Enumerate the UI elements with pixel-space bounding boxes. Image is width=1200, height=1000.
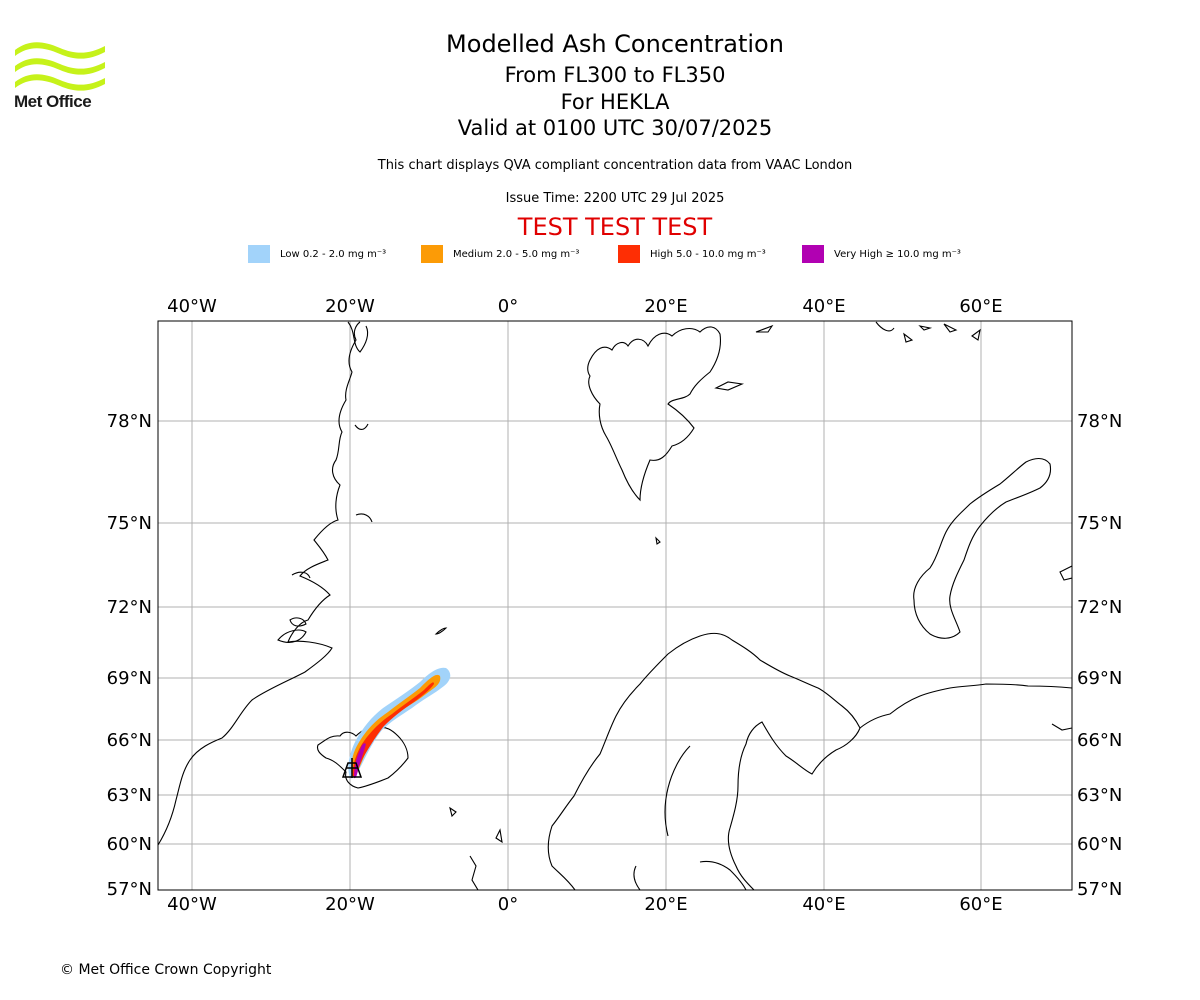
greenland-coast (158, 321, 361, 846)
lon-label: 20°W (325, 296, 375, 317)
legend-swatch-low (248, 245, 270, 263)
lat-label: 78°N (107, 411, 152, 432)
logo-wordmark: Met Office (14, 92, 92, 111)
legend-item-high: High 5.0 - 10.0 mg m⁻³ (618, 244, 766, 264)
lat-label: 78°N (1077, 411, 1122, 432)
lat-label: 75°N (1077, 513, 1122, 534)
lon-label: 0° (498, 296, 518, 317)
lon-label: 20°E (644, 894, 687, 915)
ash-plume (348, 667, 451, 779)
chart-title: Modelled Ash Concentration (446, 30, 784, 58)
lat-label: 69°N (1077, 668, 1122, 689)
lat-label: 72°N (107, 597, 152, 618)
lat-label: 72°N (1077, 597, 1122, 618)
svalbard-coast (587, 326, 722, 502)
lon-label: 40°W (167, 296, 217, 317)
ash-low (348, 667, 451, 779)
iceland-coast (316, 726, 409, 789)
lat-label: 66°N (1077, 730, 1122, 751)
lon-labels-top: 40°W 20°W 0° 20°E 40°E 60°E (167, 296, 1002, 317)
graticule (158, 321, 1072, 890)
lon-label: 20°E (644, 296, 687, 317)
test-banner: TEST TEST TEST (517, 213, 713, 241)
map-frame (157, 320, 1073, 891)
lat-label: 57°N (1077, 879, 1122, 900)
flight-level-range: From FL300 to FL350 (504, 63, 726, 87)
legend-item-medium: Medium 2.0 - 5.0 mg m⁻³ (421, 244, 579, 264)
legend-swatch-high (618, 245, 640, 263)
lon-label: 0° (498, 894, 518, 915)
lon-labels-bottom: 40°W 20°W 0° 20°E 40°E 60°E (167, 894, 1002, 915)
lat-label: 60°N (107, 834, 152, 855)
volcano-marker-icon (341, 758, 363, 778)
lat-label: 63°N (1077, 785, 1122, 806)
met-office-logo-icon (15, 42, 105, 91)
coastlines (158, 321, 1072, 890)
valid-time: Valid at 0100 UTC 30/07/2025 (457, 116, 773, 140)
volcano-name: For HEKLA (560, 90, 670, 114)
lat-label: 60°N (1077, 834, 1122, 855)
lon-label: 60°E (959, 894, 1002, 915)
legend-swatch-very-high (802, 245, 824, 263)
issue-time: Issue Time: 2200 UTC 29 Jul 2025 (505, 191, 725, 206)
lat-label: 57°N (107, 879, 152, 900)
lat-label: 66°N (107, 730, 152, 751)
qva-note: This chart displays QVA compliant concen… (377, 158, 853, 173)
lon-label: 40°E (802, 894, 845, 915)
lon-label: 20°W (325, 894, 375, 915)
lat-label: 69°N (107, 668, 152, 689)
lon-label: 40°W (167, 894, 217, 915)
lat-label: 75°N (107, 513, 152, 534)
legend-item-low: Low 0.2 - 2.0 mg m⁻³ (248, 244, 386, 264)
legend-label-very-high: Very High ≥ 10.0 mg m⁻³ (834, 248, 961, 260)
ash-very-high (354, 743, 366, 779)
scandinavia-coast (547, 632, 861, 890)
lat-label: 63°N (107, 785, 152, 806)
legend-label-high: High 5.0 - 10.0 mg m⁻³ (650, 248, 766, 260)
lat-labels-right: 78°N 75°N 72°N 69°N 66°N 63°N 60°N 57°N (1077, 411, 1122, 900)
legend-label-low: Low 0.2 - 2.0 mg m⁻³ (280, 248, 387, 260)
lon-label: 40°E (802, 296, 845, 317)
legend-label-medium: Medium 2.0 - 5.0 mg m⁻³ (453, 248, 580, 260)
lon-label: 60°E (959, 296, 1002, 317)
lat-labels-left: 78°N 75°N 72°N 69°N 66°N 63°N 60°N 57°N (107, 411, 152, 900)
legend-swatch-medium (421, 245, 443, 263)
novaya-zemlya-coast (913, 457, 1052, 639)
legend-item-very-high: Very High ≥ 10.0 mg m⁻³ (802, 244, 961, 264)
copyright-notice: © Met Office Crown Copyright (60, 962, 272, 978)
ash-high (352, 682, 434, 778)
